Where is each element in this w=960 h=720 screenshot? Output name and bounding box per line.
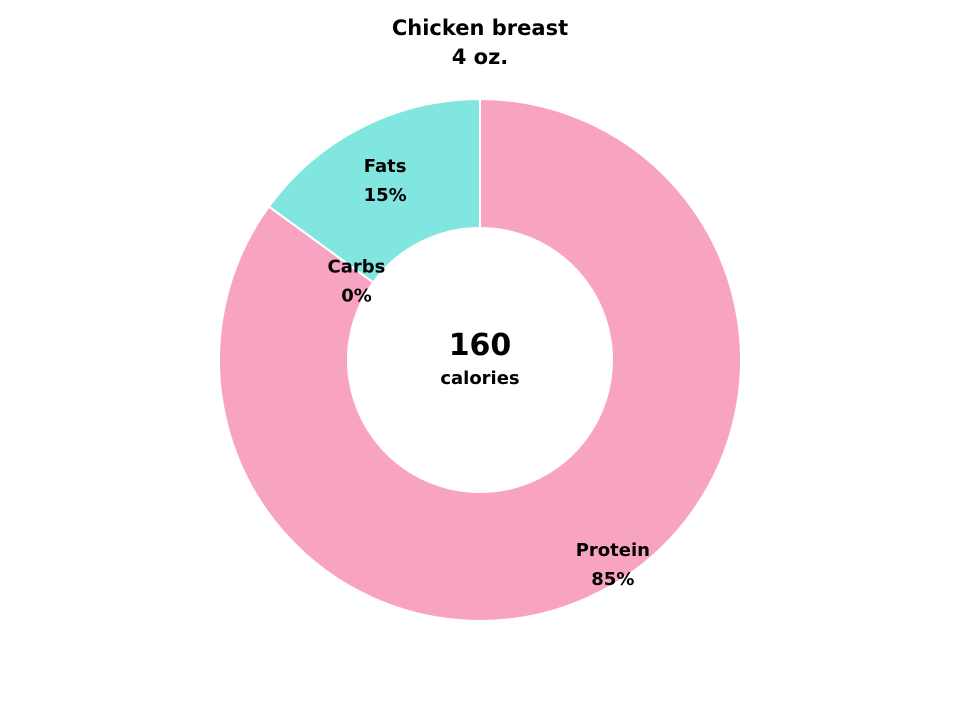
center-calorie-label: calories <box>440 368 519 389</box>
slice-label-carbs: Carbs <box>328 257 386 278</box>
chart-subtitle: 4 oz. <box>451 45 509 69</box>
center-calorie-value: 160 <box>449 328 512 363</box>
slice-label-fats: Fats <box>364 156 407 177</box>
slice-value-protein: 85% <box>591 569 634 590</box>
slice-labels: Protein 85% Carbs 0% Fats 15% <box>328 156 650 590</box>
slice-value-fats: 15% <box>364 185 407 206</box>
slice-value-carbs: 0% <box>341 286 372 307</box>
chart-title-main: Chicken breast <box>391 16 569 40</box>
slice-protein <box>218 97 742 622</box>
slice-label-protein: Protein <box>576 540 650 561</box>
slice-fats <box>267 97 481 284</box>
donut-slices <box>218 97 742 622</box>
chart-title: Chicken breast 4 oz. <box>0 14 960 72</box>
